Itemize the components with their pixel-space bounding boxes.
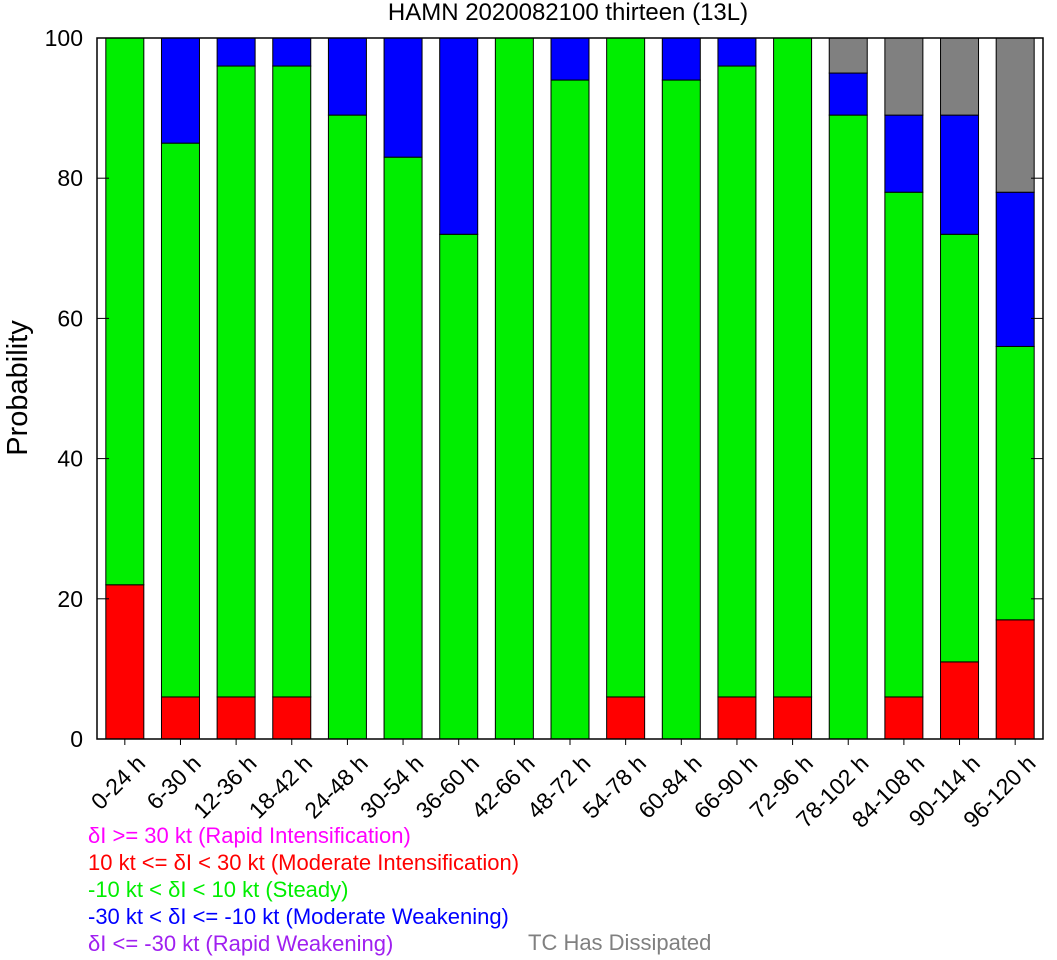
bar-segment-mi <box>606 696 646 740</box>
bar-segment-steady <box>494 37 534 740</box>
bar-segment-steady <box>717 65 757 698</box>
y-tick-label: 80 <box>57 165 83 191</box>
bar-segment-mw <box>327 37 367 116</box>
bar-segment-mi <box>940 661 980 740</box>
bar-segment-mi <box>995 619 1035 740</box>
bar-segment-dissipated <box>884 37 924 116</box>
legend-item-dissipated: TC Has Dissipated <box>528 930 712 955</box>
y-axis-label: Probability <box>2 320 34 456</box>
bar-segment-mw <box>661 37 701 81</box>
bar-segment-steady <box>661 79 701 740</box>
bar-segment-mw <box>884 114 924 193</box>
bar-segment-dissipated <box>995 37 1035 193</box>
bar-segment-dissipated <box>940 37 980 116</box>
legend: δI >= 30 kt (Rapid Intensification) 10 k… <box>88 822 519 957</box>
bar-segment-steady <box>550 79 590 740</box>
bar-segment-mi <box>160 696 200 740</box>
bar-segment-mw <box>439 37 479 235</box>
bar-segment-steady <box>884 191 924 698</box>
bar-segment-steady <box>828 114 868 740</box>
bar-segment-steady <box>773 37 813 698</box>
bar-segment-dissipated <box>828 37 868 74</box>
y-tick-label: 0 <box>70 726 83 752</box>
bar-segment-mi <box>884 696 924 740</box>
bar-segment-mw <box>160 37 200 144</box>
bar-segment-mi <box>216 696 256 740</box>
legend-item-moderate-weakening: -30 kt < δI <= -10 kt (Moderate Weakenin… <box>88 904 509 929</box>
bar-segment-steady <box>160 142 200 698</box>
bar-segment-mw <box>828 72 868 116</box>
bar-segment-mw <box>272 37 312 67</box>
bar-segment-mw <box>940 114 980 235</box>
legend-item-moderate-intensification: 10 kt <= δI < 30 kt (Moderate Intensific… <box>88 850 520 875</box>
bar-segment-steady <box>105 37 145 586</box>
y-tick-label: 60 <box>57 305 83 331</box>
bar-segment-mw <box>383 37 423 158</box>
bar-segment-mi <box>272 696 312 740</box>
y-tick-label: 20 <box>57 586 83 612</box>
x-tick-label: 0-24 h <box>86 750 151 815</box>
bar-segment-steady <box>995 345 1035 621</box>
chart-title: HAMN 2020082100 thirteen (13L) <box>388 0 748 26</box>
plot-frame <box>96 37 1044 740</box>
bars-group <box>105 37 1035 740</box>
bar-segment-steady <box>327 114 367 740</box>
y-tick-label: 100 <box>45 25 83 51</box>
bar-segment-mi <box>717 696 757 740</box>
bar-segment-steady <box>383 156 423 740</box>
bar-segment-steady <box>606 37 646 698</box>
legend-item-rapid-weakening: δI <= -30 kt (Rapid Weakening) <box>88 931 394 956</box>
bar-segment-steady <box>216 65 256 698</box>
bar-segment-steady <box>272 65 312 698</box>
bar-segment-steady <box>940 233 980 663</box>
legend-item-rapid-intensification: δI >= 30 kt (Rapid Intensification) <box>88 823 411 848</box>
bar-segment-mi <box>105 584 145 740</box>
bar-segment-mw <box>550 37 590 81</box>
bar-segment-mw <box>995 191 1035 347</box>
legend-item-steady: -10 kt < δI < 10 kt (Steady) <box>88 877 349 902</box>
bar-segment-mw <box>717 37 757 67</box>
y-tick-label: 40 <box>57 446 83 472</box>
bar-segment-mi <box>773 696 813 740</box>
bar-segment-mw <box>216 37 256 67</box>
bar-segment-steady <box>439 233 479 740</box>
